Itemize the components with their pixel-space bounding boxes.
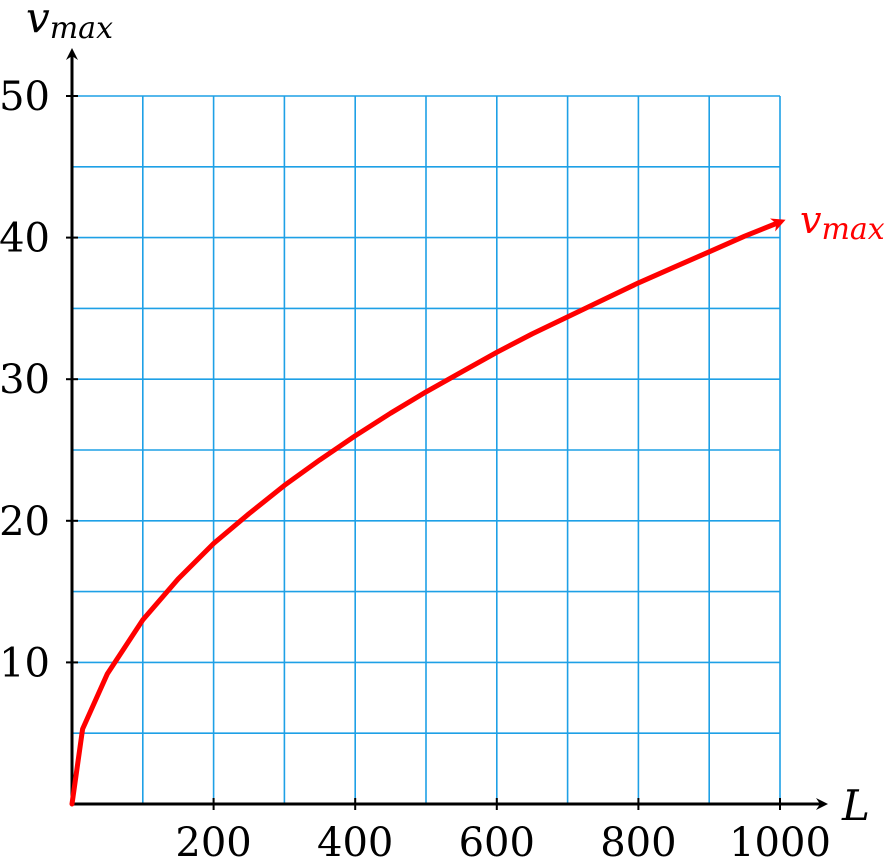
grid (72, 95, 781, 804)
y-tick-label: 30 (0, 357, 50, 403)
axes (66, 48, 828, 810)
series-label-sub: max (821, 212, 884, 247)
y-axis-title-main: v (26, 0, 50, 42)
x-tick-label: 1000 (729, 820, 831, 858)
x-tick-label: 200 (175, 820, 251, 858)
y-tick-label: 40 (0, 216, 50, 262)
series-label: vmax (800, 198, 885, 247)
series-line-0 (69, 218, 786, 807)
x-axis-title: L (841, 781, 870, 830)
series-layer (69, 218, 786, 807)
y-tick-label: 20 (0, 499, 50, 545)
x-tick-label: 800 (600, 820, 676, 858)
y-axis-title-sub: max (50, 11, 113, 46)
y-tick-label: 10 (0, 640, 50, 686)
x-tick-label: 600 (459, 820, 535, 858)
series-label-main: v (800, 198, 822, 242)
x-tick-label: 400 (317, 820, 393, 858)
y-axis-title: vmax (26, 0, 113, 46)
tick-labels: 200 400 600 800 1000 10 20 30 40 50 (0, 74, 831, 858)
y-tick-label: 50 (0, 74, 50, 120)
